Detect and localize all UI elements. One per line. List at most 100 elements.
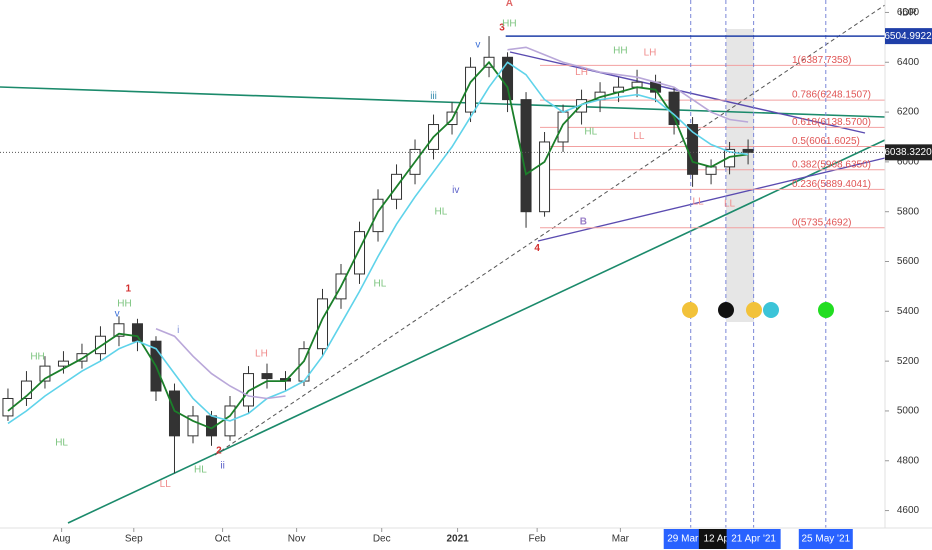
wave-label: iv: [452, 185, 459, 196]
price-tag: [885, 144, 932, 161]
signal-dot: [746, 302, 762, 318]
candle-body: [94, 335, 106, 355]
date-tag: [798, 529, 853, 549]
signal-dot: [763, 302, 779, 318]
date-tag: [726, 529, 781, 549]
candle-body: [520, 99, 532, 213]
x-tick-label: Sep: [125, 534, 143, 545]
trend-line: [537, 157, 886, 242]
wave-label: v: [475, 39, 480, 50]
fib-label: 1(6387.7358): [792, 55, 852, 66]
candle-body: [724, 148, 736, 168]
date-tag-label: 29 Mar '21: [667, 534, 714, 545]
fib-label: 0.786(6248.1507): [792, 90, 871, 101]
signal-dot: [818, 302, 834, 318]
wave-label: HH: [30, 351, 44, 362]
candle-body: [539, 141, 551, 213]
wave-label: A: [506, 0, 513, 9]
x-tick-label: Feb: [529, 534, 547, 545]
wave-label: B: [580, 217, 587, 228]
y-tick-label: 6200: [897, 107, 920, 118]
trend-line: [214, 4, 886, 456]
date-tag-label: 21 Apr '21: [731, 534, 776, 545]
candle-body: [668, 91, 680, 126]
candle-body: [242, 373, 254, 407]
wave-label: HL: [55, 437, 68, 448]
fib-label: 0.236(5889.4041): [792, 179, 871, 190]
candle-body: [557, 111, 569, 143]
y-tick-label: 5400: [897, 306, 920, 317]
date-tag-label: 25 May '21: [801, 534, 850, 545]
candle-body: [742, 148, 754, 153]
y-tick-label: 6000: [897, 157, 920, 168]
candle-body: [131, 323, 143, 342]
trend-line: [67, 139, 886, 524]
y-tick-label: 4800: [897, 455, 920, 466]
wave-label: 3: [499, 22, 505, 33]
wave-label: LL: [693, 196, 705, 207]
candle-body: [57, 360, 69, 367]
y-tick-label: 5000: [897, 406, 920, 417]
x-tick-label: Dec: [373, 534, 391, 545]
wave-label: v: [115, 309, 120, 320]
signal-dot: [718, 302, 734, 318]
price-tag: [885, 28, 932, 45]
x-tick-label: Aug: [53, 534, 71, 545]
highlight-zone: [726, 29, 754, 322]
wave-label: LH: [644, 48, 657, 59]
x-tick-label: 2021: [446, 534, 469, 545]
candle-body: [76, 353, 88, 362]
y-tick-label: 6600: [897, 7, 920, 18]
wave-label: LH: [255, 348, 268, 359]
candle-body: [113, 323, 125, 337]
wave-label: i: [177, 325, 179, 336]
price-tag-label: 6504.9922: [884, 31, 932, 42]
signal-dot: [682, 302, 698, 318]
wave-label: iii: [430, 91, 437, 102]
y-tick-label: 4600: [897, 505, 920, 516]
indicator-line: [155, 46, 749, 400]
wave-label: HH: [502, 18, 516, 29]
y-tick-label: 6400: [897, 57, 920, 68]
wave-label: LH: [575, 67, 588, 78]
wave-label: LL: [633, 131, 645, 142]
wave-label: ii: [220, 461, 224, 472]
wave-label: HH: [613, 46, 627, 57]
wave-label: LL: [724, 198, 736, 209]
y-tick-label: 5200: [897, 356, 920, 367]
y-tick-label: 5800: [897, 206, 920, 217]
wave-label: HL: [584, 127, 597, 138]
wave-label: 1: [125, 284, 131, 295]
fib-label: 0.382(5968.6350): [792, 159, 871, 170]
wave-label: 4: [534, 243, 540, 254]
fib-label: 0.618(6138.5700): [792, 117, 871, 128]
candle-body: [261, 373, 273, 380]
x-tick-label: Oct: [215, 534, 231, 545]
fib-label: 0(5735.4692): [792, 217, 852, 228]
wave-label: HL: [373, 279, 386, 290]
wave-label: 2: [216, 445, 222, 456]
candle-body: [187, 415, 199, 437]
y-tick-label: 5600: [897, 256, 920, 267]
candle-body: [465, 66, 477, 113]
currency-label: IDR: [899, 8, 916, 19]
wave-label: HL: [194, 465, 207, 476]
price-tag-label: 6038.3220: [884, 147, 932, 158]
x-tick-label: Mar: [612, 534, 630, 545]
candle-body: [20, 380, 32, 399]
x-tick-label: Nov: [288, 534, 306, 545]
wave-label: HL: [435, 207, 448, 218]
date-tag-label: 12 Apr '21: [704, 534, 749, 545]
trend-line: [0, 86, 886, 118]
candle-body: [354, 231, 366, 275]
candle-body: [705, 166, 717, 175]
wave-label: LL: [160, 479, 172, 490]
candle-body: [502, 56, 514, 101]
candle-body: [39, 365, 51, 382]
candle-body: [372, 198, 384, 233]
wave-label: HH: [117, 299, 131, 310]
candle-body: [317, 298, 329, 350]
indicator-line: [7, 60, 749, 430]
indicator-line: [7, 61, 749, 425]
